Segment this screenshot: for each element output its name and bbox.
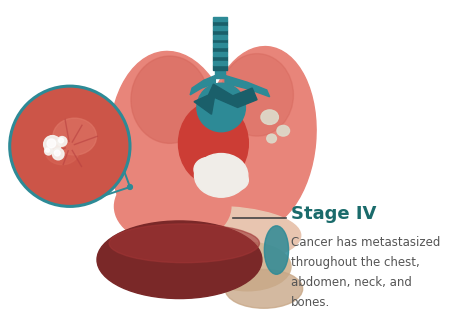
Ellipse shape: [206, 177, 237, 197]
Ellipse shape: [267, 134, 276, 143]
Ellipse shape: [45, 138, 79, 165]
Polygon shape: [209, 84, 257, 108]
Bar: [213, 21, 227, 26]
Ellipse shape: [197, 83, 246, 132]
Ellipse shape: [277, 125, 290, 136]
Ellipse shape: [194, 154, 248, 197]
Ellipse shape: [204, 47, 316, 230]
Circle shape: [44, 136, 61, 153]
Ellipse shape: [194, 157, 223, 182]
Bar: [213, 61, 227, 65]
Circle shape: [128, 185, 132, 190]
Bar: [213, 52, 227, 56]
Circle shape: [55, 150, 60, 156]
Ellipse shape: [179, 102, 248, 185]
Circle shape: [45, 147, 53, 155]
Ellipse shape: [197, 92, 234, 126]
Bar: [213, 35, 227, 38]
Circle shape: [47, 139, 56, 148]
Bar: [213, 26, 227, 30]
Ellipse shape: [114, 167, 231, 245]
Ellipse shape: [204, 242, 291, 291]
Polygon shape: [215, 22, 225, 78]
Ellipse shape: [109, 224, 259, 263]
Ellipse shape: [97, 221, 262, 298]
Ellipse shape: [221, 54, 293, 136]
Bar: [213, 43, 227, 47]
Ellipse shape: [109, 51, 236, 255]
Circle shape: [57, 137, 67, 146]
Bar: [213, 47, 227, 52]
Polygon shape: [194, 92, 215, 114]
Ellipse shape: [225, 269, 302, 308]
Circle shape: [53, 148, 64, 160]
Polygon shape: [190, 75, 215, 95]
Circle shape: [59, 138, 64, 143]
Bar: [213, 65, 227, 70]
Circle shape: [46, 148, 49, 152]
Ellipse shape: [264, 226, 289, 274]
Text: Cancer has metastasized
throughout the chest,
abdomen, neck, and
bones.: Cancer has metastasized throughout the c…: [291, 236, 440, 309]
Bar: [213, 30, 227, 35]
Ellipse shape: [261, 110, 278, 124]
Bar: [213, 17, 227, 21]
Ellipse shape: [53, 118, 97, 155]
Ellipse shape: [221, 169, 248, 191]
Ellipse shape: [126, 206, 301, 265]
Ellipse shape: [131, 56, 209, 143]
Polygon shape: [225, 75, 270, 97]
Bar: [213, 56, 227, 61]
Circle shape: [9, 86, 130, 206]
Bar: [213, 38, 227, 43]
Text: Stage IV: Stage IV: [291, 205, 376, 223]
